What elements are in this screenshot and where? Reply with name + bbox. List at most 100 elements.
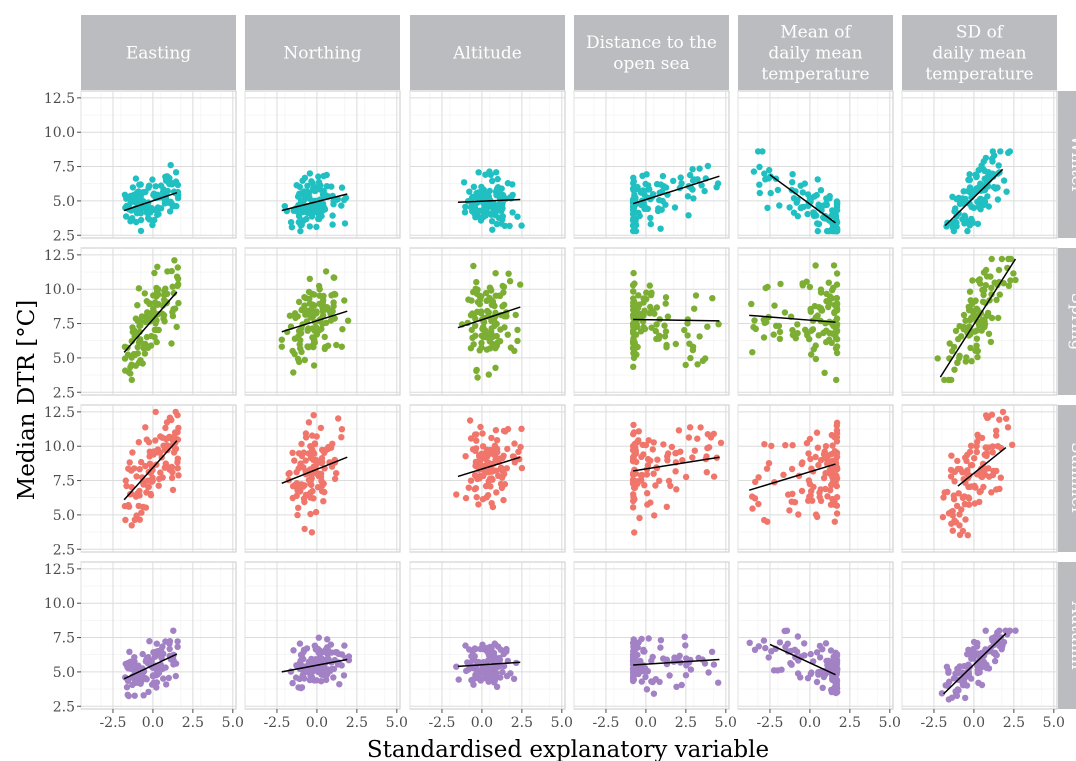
data-point — [752, 478, 759, 486]
data-point — [976, 196, 984, 203]
data-point — [630, 470, 637, 477]
data-point — [335, 415, 342, 422]
data-point — [1009, 441, 1016, 448]
data-point — [482, 171, 489, 178]
data-point — [812, 355, 820, 363]
data-point — [325, 307, 333, 314]
data-point — [634, 658, 641, 665]
data-point — [960, 188, 967, 195]
data-point — [149, 672, 157, 680]
x-tick-label: 0.0 — [306, 715, 328, 731]
data-point — [994, 443, 1002, 450]
data-point — [689, 454, 696, 461]
y-tick-label: 2.5 — [53, 699, 75, 715]
data-point — [126, 648, 133, 655]
data-point — [173, 273, 181, 280]
data-point — [477, 645, 484, 653]
data-point — [489, 226, 496, 233]
data-point — [476, 453, 483, 460]
data-point — [473, 437, 480, 444]
data-point — [672, 468, 679, 475]
data-point — [472, 645, 479, 653]
data-point — [143, 209, 151, 216]
data-point — [166, 638, 174, 645]
data-point — [141, 290, 148, 297]
data-point — [952, 205, 959, 212]
data-point — [147, 342, 155, 349]
data-point — [993, 296, 1000, 304]
data-point — [142, 424, 149, 431]
data-point — [789, 442, 796, 449]
data-point — [144, 477, 151, 484]
data-point — [671, 204, 679, 211]
data-point — [169, 203, 176, 210]
data-point — [833, 494, 841, 501]
data-point — [319, 308, 327, 315]
data-point — [137, 181, 144, 188]
regression-line — [749, 314, 836, 323]
data-point — [663, 341, 670, 349]
data-point — [315, 634, 322, 641]
data-point — [131, 654, 138, 661]
data-point — [792, 335, 799, 342]
data-point — [305, 325, 312, 332]
facet-panel — [737, 561, 894, 710]
data-point — [973, 327, 980, 334]
data-point — [945, 696, 952, 703]
data-point — [949, 527, 956, 534]
data-point — [938, 690, 946, 697]
data-point — [640, 646, 647, 653]
data-point — [985, 444, 992, 451]
data-point — [629, 504, 637, 511]
data-point — [490, 670, 498, 677]
data-point — [638, 201, 645, 209]
data-point — [1003, 415, 1010, 422]
data-point — [830, 284, 837, 291]
data-point — [305, 419, 313, 426]
data-point — [756, 189, 763, 197]
data-point — [133, 473, 140, 480]
data-point — [662, 300, 669, 307]
data-point — [330, 665, 338, 673]
data-point — [630, 288, 637, 295]
data-point — [166, 645, 173, 653]
data-point — [987, 338, 995, 346]
data-point — [341, 297, 348, 304]
data-point — [961, 213, 969, 221]
data-point — [971, 482, 978, 490]
data-point — [462, 453, 469, 460]
data-point — [477, 677, 484, 684]
data-point — [678, 681, 685, 689]
y-tick-label: 12.5 — [44, 91, 75, 107]
data-point — [816, 654, 824, 661]
data-point — [647, 214, 654, 222]
data-point — [129, 184, 137, 191]
data-point — [955, 668, 963, 675]
data-point — [338, 434, 345, 441]
data-point — [493, 489, 500, 496]
data-point — [947, 473, 955, 480]
data-point — [172, 672, 179, 680]
x-tick-label: -2.5 — [99, 715, 126, 731]
data-point — [973, 335, 981, 342]
data-point — [503, 465, 510, 472]
data-point — [467, 477, 475, 484]
data-point — [173, 323, 180, 331]
data-point — [630, 210, 637, 218]
data-point — [657, 637, 665, 644]
data-point — [966, 483, 973, 490]
data-point — [287, 219, 295, 226]
regression-line — [748, 463, 836, 491]
data-point — [643, 289, 650, 296]
data-point — [1012, 627, 1019, 634]
data-point — [132, 362, 139, 369]
y-tick-label: 10.0 — [44, 282, 75, 298]
data-point — [677, 174, 684, 181]
data-point — [306, 275, 313, 282]
data-point — [710, 661, 718, 668]
column-strip-label: Northing — [283, 44, 361, 64]
data-point — [812, 453, 819, 461]
data-point — [145, 439, 153, 446]
data-point — [833, 344, 840, 351]
data-point — [134, 344, 141, 351]
